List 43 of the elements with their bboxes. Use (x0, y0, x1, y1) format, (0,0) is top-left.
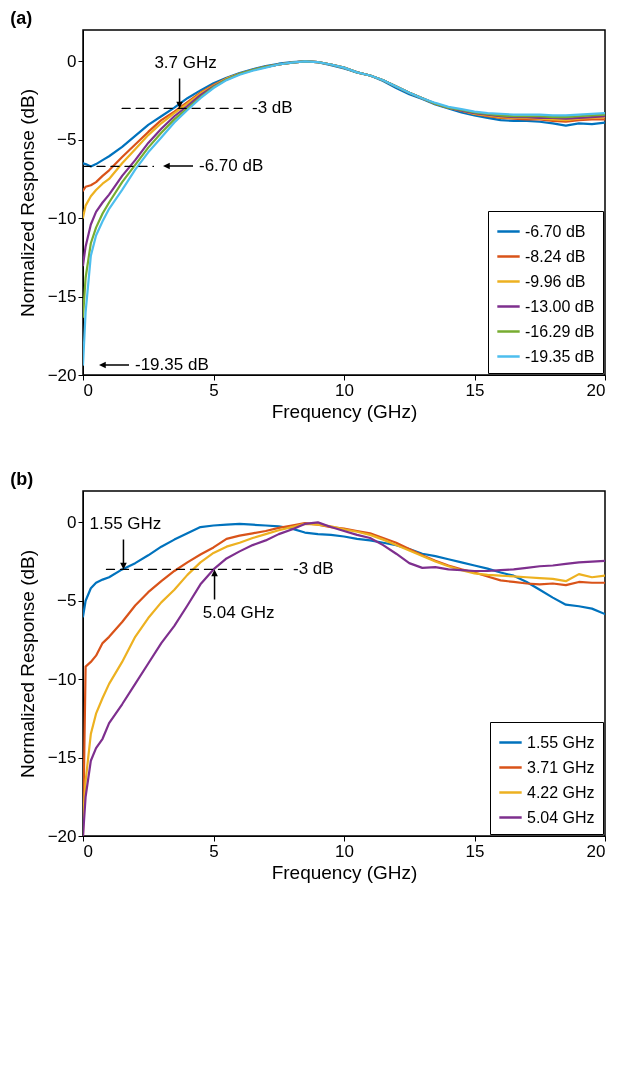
y-tick-label: −5 (57, 130, 77, 150)
x-tick-label: 20 (586, 841, 606, 861)
legend-label: 4.22 GHz (527, 783, 595, 801)
y-tick-label: −10 (47, 208, 77, 228)
x-axis-title: Frequency (GHz) (271, 400, 418, 422)
x-tick-label: 20 (586, 380, 606, 400)
y-tick-label: −5 (57, 591, 77, 611)
annotation: 5.04 GHz (202, 603, 275, 623)
y-tick-label: 0 (67, 51, 77, 71)
legend-label: -16.29 dB (525, 322, 595, 340)
y-axis-title: Normalized Response (dB) (16, 549, 38, 779)
legend-label: 1.55 GHz (527, 733, 595, 751)
y-tick-label: −15 (47, 748, 77, 768)
x-tick-label: 0 (83, 841, 93, 861)
legend-label: -8.24 dB (525, 247, 586, 265)
x-tick-label: 5 (209, 841, 219, 861)
x-tick-label: 15 (465, 380, 485, 400)
x-axis-title: Frequency (GHz) (271, 861, 418, 883)
legend-label: 5.04 GHz (527, 808, 595, 826)
legend-label: -13.00 dB (525, 297, 595, 315)
legend-label: 3.71 GHz (527, 758, 595, 776)
x-tick-label: 5 (209, 380, 219, 400)
annotation: -3 dB (252, 98, 293, 117)
annotation: 1.55 GHz (89, 514, 162, 534)
annotation: -19.35 dB (135, 355, 209, 374)
legend-label: -9.96 dB (525, 272, 586, 290)
x-tick-label: 0 (83, 380, 93, 400)
y-tick-label: −10 (47, 669, 77, 689)
y-tick-label: −15 (47, 287, 77, 307)
y-tick-label: −20 (47, 365, 77, 385)
chart-title: (a) (10, 8, 33, 28)
annotation: -6.70 dB (199, 156, 264, 175)
y-axis-title: Normalized Response (dB) (16, 88, 38, 318)
legend-label: -19.35 dB (525, 347, 595, 365)
y-tick-label: −20 (47, 826, 77, 846)
annotation: -3 dB (293, 559, 334, 578)
y-tick-label: 0 (67, 512, 77, 532)
x-tick-label: 10 (335, 380, 354, 400)
annotation: 3.7 GHz (154, 53, 217, 73)
x-tick-label: 10 (335, 841, 354, 861)
chart-title: (b) (10, 469, 34, 489)
x-tick-label: 15 (465, 841, 485, 861)
legend-label: -6.70 dB (525, 222, 586, 240)
